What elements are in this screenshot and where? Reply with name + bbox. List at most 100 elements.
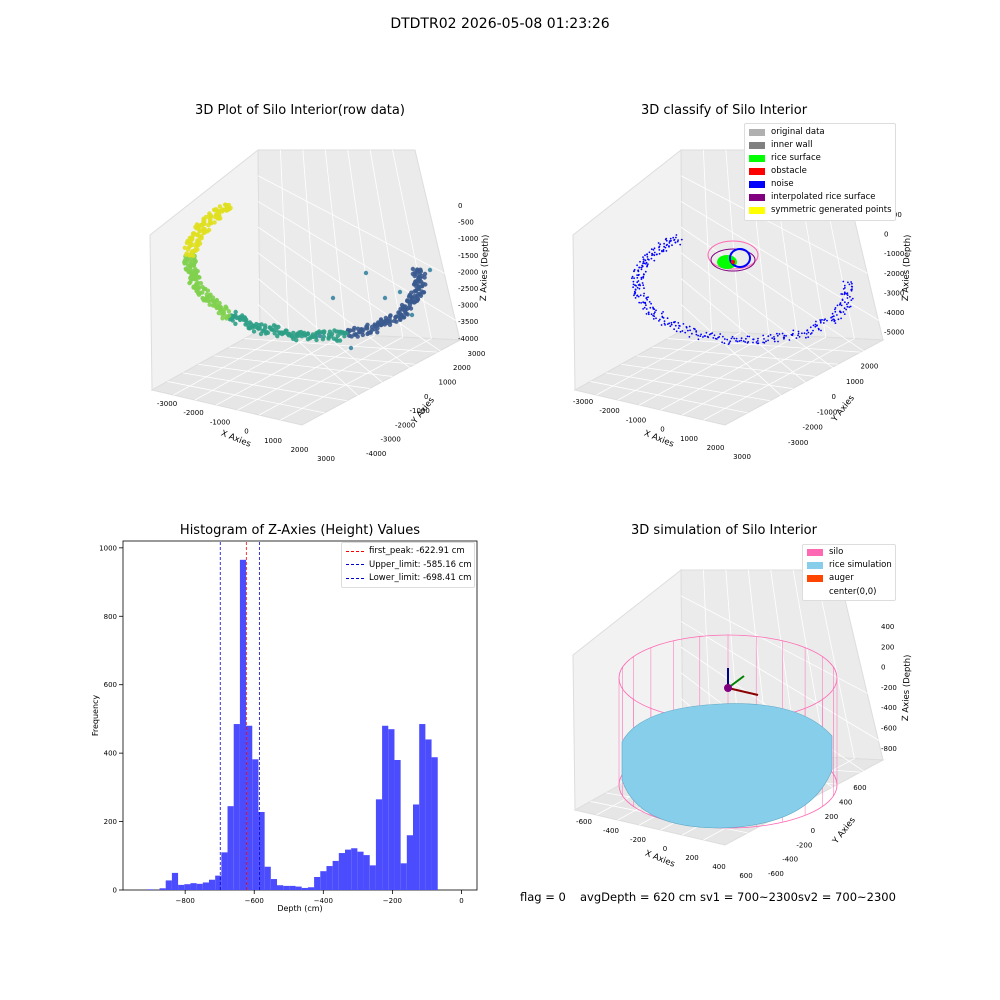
noise-point [763,338,765,340]
noise-point [661,315,664,318]
raw-point [355,326,361,331]
raw-point [414,281,419,287]
raw-point [340,330,345,335]
noise-point [636,276,639,279]
noise-point [668,245,670,247]
raw-point [220,316,225,321]
raw-point [186,263,191,268]
classify-xtick: -2000 [599,407,619,415]
classify-xtick: -3000 [573,398,593,406]
raw-point [330,295,336,301]
raw-point [409,295,415,300]
noise-point [843,313,846,315]
raw-point [418,292,423,297]
raw-point [309,334,314,339]
noise-point [699,335,702,337]
histogram-legend: first_peak: -622.91 cm Upper_limit: -585.… [341,542,475,588]
raw-point [321,334,326,339]
noise-point [851,282,853,285]
raw-point [188,240,193,245]
raw-point [189,250,194,255]
noise-point [633,270,635,272]
raw-point [336,329,341,334]
raw-point [201,220,207,225]
raw-point [226,206,231,212]
raw-point [184,267,189,272]
raw-point [224,203,230,208]
raw-point [418,293,424,298]
raw-point [408,294,413,299]
raw-point [188,264,193,269]
classify-plot-title: 3D classify of Silo Interior [640,103,808,118]
raw-point [275,334,280,339]
raw-point [345,327,351,333]
raw-point [215,305,220,310]
simulation-grid-line [639,753,769,826]
histogram-ylabel: Frequency [91,695,100,737]
raw-point [207,211,212,216]
raw-point [418,275,423,281]
raw-point [412,270,418,275]
noise-point [785,335,787,337]
simulation-grid-line [680,621,884,744]
rice-simulation-surface [621,703,833,829]
raw-point [400,305,405,310]
legend-swatch [807,574,823,582]
histogram-bar [357,851,364,890]
simulation-legend-item: rice simulation [807,560,892,570]
noise-point [646,264,649,267]
raw-point [195,232,200,237]
noise-point [634,291,637,294]
noise-point [842,311,845,313]
x-tick-label: −600 [245,897,264,905]
noise-point [643,306,646,309]
raw-point [192,260,198,265]
noise-point [805,333,808,335]
raw-point [410,271,416,277]
noise-point [648,251,651,254]
raw-point [382,295,388,301]
noise-point [818,328,820,331]
raw-point [222,207,228,212]
noise-point [742,340,745,342]
histogram-bar [289,885,296,890]
raw-point [211,207,217,212]
noise-point [642,262,644,265]
sim-ztick: -800 [881,745,897,753]
noise-point [640,268,643,271]
raw-point [401,315,407,320]
noise-point [665,239,668,242]
noise-point [633,290,636,293]
raw-point [405,312,410,317]
raw-point [243,316,248,321]
noise-point [830,316,832,319]
classify-ztick: -2000 [884,270,904,278]
simulation-pane-left [572,568,684,811]
obstacle-point [731,260,735,264]
raw-point [403,310,408,316]
raw-point [416,275,421,280]
raw-point [201,219,206,224]
noise-point [771,337,774,339]
legend-label: rice simulation [829,560,892,571]
raw-point [189,271,195,277]
raw-point [388,313,393,319]
histogram-bar [375,799,383,890]
noise-point [647,296,649,298]
legend-label: Lower_limit: -698.41 cm [369,573,472,583]
raw-point [190,233,195,238]
raw-grid-line [237,335,375,411]
noise-point [809,333,812,335]
noise-point [669,237,672,240]
simulation-pane-floor [573,749,885,846]
classify-ytick: -3000 [788,439,808,447]
raw-point [202,227,207,232]
raw-grid-line [213,355,393,377]
simulation-legend: silo rice simulation auger center(0,0) [802,544,896,601]
sim-ytick: 200 [825,813,838,821]
raw-point [205,288,211,293]
noise-point [721,341,723,344]
raw-point [243,322,248,327]
raw-point [210,303,216,308]
raw-point [388,313,393,318]
